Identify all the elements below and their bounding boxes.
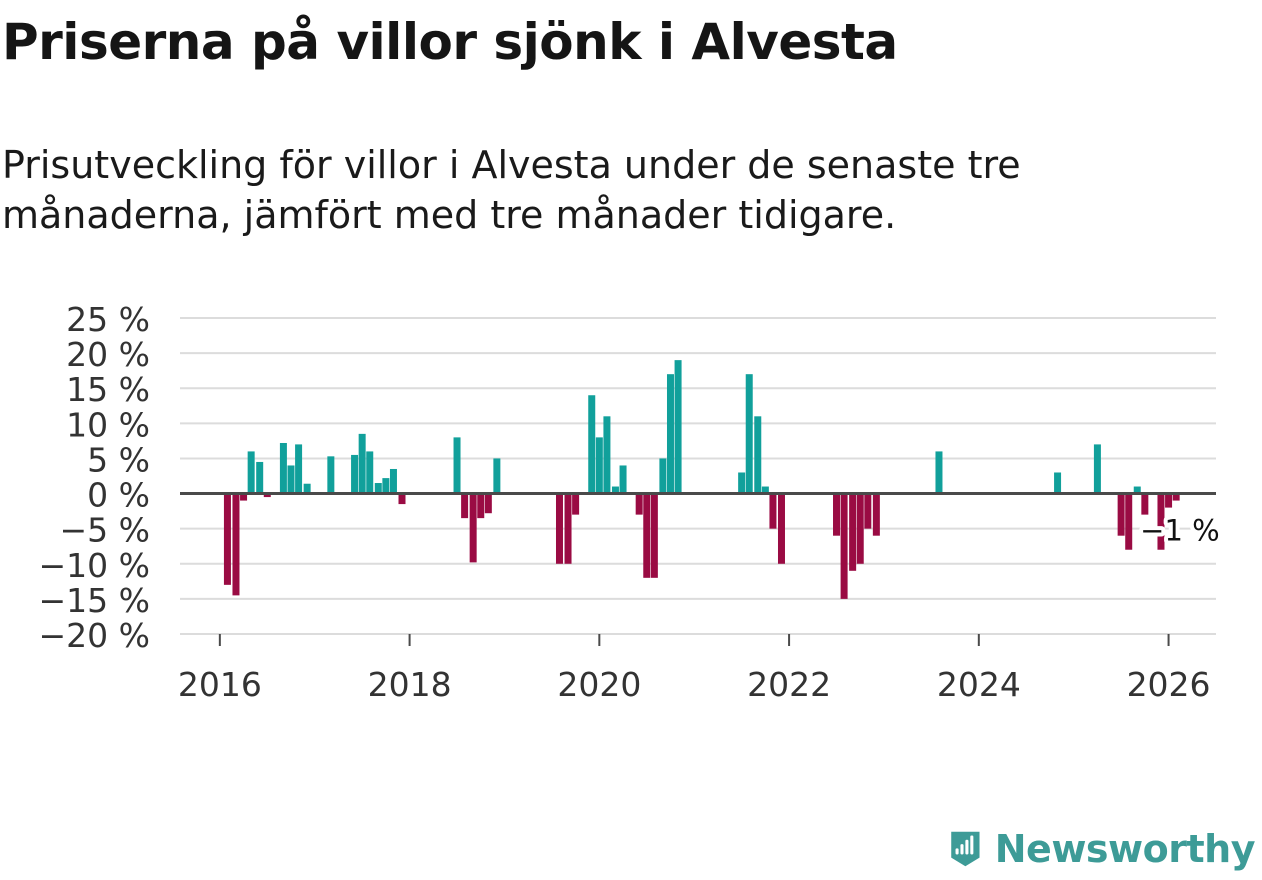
bar — [1141, 493, 1149, 515]
bar — [303, 483, 311, 494]
y-tick-label: −5 % — [60, 511, 151, 550]
bar — [477, 493, 485, 519]
x-tick-label: 2024 — [937, 665, 1021, 700]
brand-logo: Newsworthy — [950, 818, 1256, 880]
bar — [674, 360, 682, 494]
bar — [279, 442, 287, 494]
bar — [1133, 486, 1141, 494]
y-tick-label: −15 % — [39, 581, 151, 620]
bar — [635, 493, 643, 515]
bar — [603, 416, 611, 494]
bar — [223, 493, 231, 585]
y-tick-label: −10 % — [39, 546, 151, 585]
bar — [872, 493, 880, 536]
bar — [769, 493, 777, 529]
bar — [611, 486, 619, 494]
bar — [295, 444, 303, 494]
bar — [240, 493, 248, 501]
axes — [180, 492, 1216, 646]
bar — [745, 374, 753, 494]
bar — [840, 493, 848, 599]
bar — [1054, 472, 1062, 494]
bar — [256, 461, 264, 494]
brand-name: Newsworthy — [994, 827, 1256, 871]
bar — [572, 493, 580, 515]
bar — [247, 451, 255, 494]
x-tick-label: 2022 — [747, 665, 831, 700]
y-tick-label: 10 % — [66, 405, 150, 444]
bar — [588, 395, 596, 494]
bar — [643, 493, 651, 578]
y-tick-label: 25 % — [66, 300, 150, 339]
bar — [1165, 493, 1173, 508]
bar — [1125, 493, 1133, 550]
annotation-label: −1 % — [1140, 514, 1220, 548]
bars — [223, 360, 1180, 599]
bar — [1093, 444, 1101, 494]
y-tick-label: 5 % — [87, 440, 150, 479]
bar — [849, 493, 857, 571]
bar — [595, 437, 603, 494]
y-tick-label: 15 % — [66, 370, 150, 409]
newsworthy-logo-icon — [951, 831, 980, 867]
bar — [650, 493, 658, 578]
x-tick-label: 2018 — [368, 665, 452, 700]
bar-chart: 25 %20 %15 %10 %5 %0 %−5 %−10 %−15 %−20 … — [39, 300, 1224, 700]
bar — [738, 472, 746, 494]
bar — [935, 451, 943, 494]
x-tick-label: 2016 — [178, 665, 262, 700]
bar — [659, 458, 667, 494]
bar — [461, 493, 469, 519]
bar — [754, 416, 762, 494]
page-title: Priserna på villor sjönk i Alvesta — [2, 13, 898, 71]
chart-subtitle: Prisutveckling för villor i Alvesta unde… — [2, 143, 1021, 237]
annotations: −1 %−1 % — [1136, 510, 1224, 552]
bar — [1157, 493, 1165, 550]
bar — [555, 493, 563, 564]
bar — [1172, 493, 1180, 501]
x-tick-label: 2020 — [557, 665, 641, 700]
bar — [484, 493, 492, 514]
bar — [493, 458, 501, 494]
bar — [453, 437, 461, 494]
x-tick-label: 2026 — [1127, 665, 1211, 700]
tick-labels: 25 %20 %15 %10 %5 %0 %−5 %−10 %−15 %−20 … — [39, 300, 1211, 700]
bar — [374, 483, 382, 494]
bar — [469, 493, 477, 563]
bar — [398, 493, 406, 505]
bar — [833, 493, 841, 536]
y-tick-label: 0 % — [87, 476, 150, 515]
bar — [666, 374, 674, 494]
bar — [777, 493, 785, 564]
annotation-halo: −1 % — [1140, 514, 1220, 548]
bar — [856, 493, 864, 564]
bar — [358, 433, 366, 494]
bar — [366, 451, 374, 494]
bar — [619, 465, 627, 494]
bar — [1117, 493, 1125, 536]
bar — [263, 493, 271, 498]
bar — [351, 454, 359, 494]
y-tick-label: 20 % — [66, 335, 150, 374]
bar — [327, 456, 335, 494]
bar — [864, 493, 872, 529]
bar — [761, 486, 769, 494]
bar — [287, 465, 295, 494]
y-tick-label: −20 % — [39, 616, 151, 655]
bar — [382, 478, 390, 494]
bar — [389, 468, 397, 494]
bar — [232, 493, 240, 596]
bar — [564, 493, 572, 564]
